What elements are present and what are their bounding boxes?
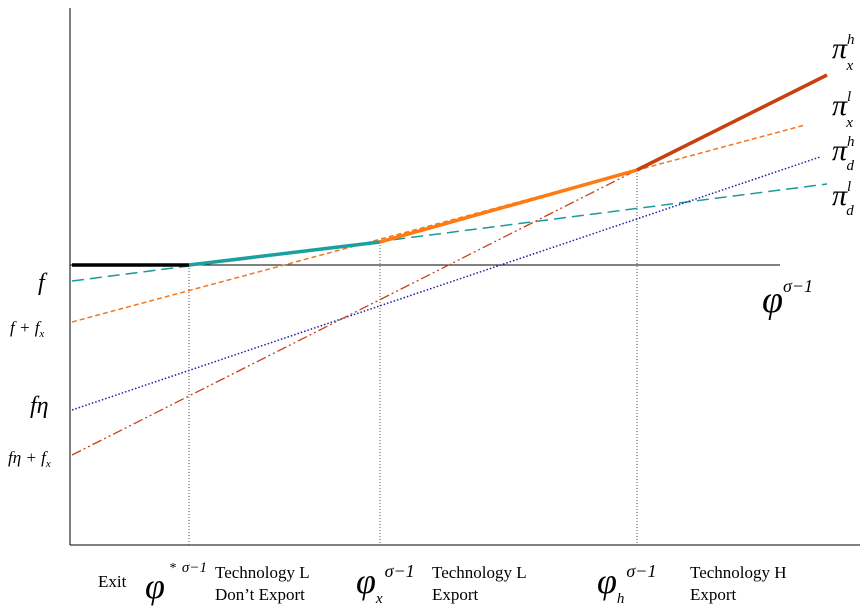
region-tech-l-dont-export-line2: Don’t Export — [215, 585, 305, 604]
label-pi-d-h: πh d — [832, 134, 855, 174]
label-pi-x-l: πl x — [832, 89, 853, 131]
envelope-tech-l-domestic — [188, 240, 381, 267]
intercept-f-eta: fη — [30, 393, 49, 419]
region-tech-h-export-line2: Export — [690, 585, 737, 604]
threshold-phi-h: φhσ−1 — [597, 561, 656, 607]
envelope-tech-h-export — [636, 73, 828, 172]
curve-pi-x-h — [71, 169, 638, 456]
envelope-tech-l-export — [379, 168, 638, 244]
curve-pi-x-l — [71, 124, 806, 323]
intercept-f-eta-plus-fx: fη + fx — [8, 448, 51, 470]
threshold-phi-x: φxσ−1 — [356, 561, 415, 607]
region-tech-h-export-line1: Technology H — [690, 563, 787, 582]
x-axis-label: φσ−1 — [762, 276, 813, 321]
region-tech-l-export-line1: Technology L — [432, 563, 527, 582]
threshold-phi-star: φ * σ−1 — [145, 560, 207, 606]
region-tech-l-export-line2: Export — [432, 585, 479, 604]
region-exit: Exit — [98, 572, 127, 591]
label-pi-x-h: πh x — [832, 32, 855, 74]
label-pi-d-l: πl d — [832, 179, 854, 219]
intercept-f-plus-fx: f + fx — [10, 318, 44, 340]
intercept-f: f — [38, 270, 48, 296]
curve-pi-d-h — [71, 156, 821, 411]
region-tech-l-dont-export-line1: Technology L — [215, 563, 310, 582]
